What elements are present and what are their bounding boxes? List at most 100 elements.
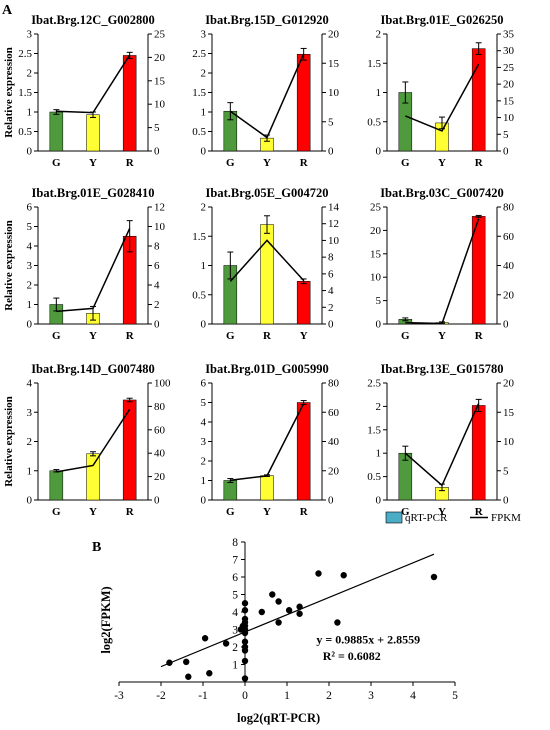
y-tick-label: 6 [27, 202, 33, 214]
y-tick-label: 3 [27, 260, 33, 272]
trend-line [160, 553, 435, 668]
y2-tick-label: 5 [328, 116, 334, 128]
bar-chart-3: Ibat.Brg.01E_G02625000.511.5205101520253… [367, 13, 514, 169]
y2-tick-label: 30 [503, 45, 515, 57]
fpkm-line [56, 228, 131, 313]
bar-chart-5: Ibat.Brg.05E_G004720 0 0.5 1 1.5 2 0 2 4 6 8 10 12 14… [192, 186, 339, 342]
scatter-point [340, 572, 347, 579]
y-tick-label: 2.5 [192, 48, 206, 60]
y2-tick-label: 5 [503, 465, 509, 477]
y2-tick-label: 4 [154, 280, 160, 292]
y-tick-label: 2 [27, 436, 33, 448]
y-tick-label: 1 [27, 107, 33, 119]
y2-tick-label: 20 [328, 465, 340, 477]
y2-tick-label: 80 [154, 401, 166, 413]
fpkm-line [56, 408, 131, 473]
y-tick-label: 2 [201, 68, 207, 80]
y-tick-label: 10 [370, 272, 382, 284]
category-label: R [475, 157, 484, 169]
scatter-y-tick-label: 3 [232, 625, 238, 637]
bar-chart-7: Ibat.Brg.14D_G00748001234020406080100Rel… [3, 362, 171, 518]
y-tick-label: 25 [370, 202, 382, 214]
bar-chart-2: Ibat.Brg.15D_G012920 0 0.5 1 1.5 2 2.5 3 0 5 10 15 2… [192, 13, 339, 169]
y-tick-label: 0 [201, 146, 207, 158]
y2-tick-label: 40 [154, 448, 166, 460]
scatter-panel: -3 -2 -1 0 1 2 3 4 5 1 2 3 4 5 6 7 8 log2(qRT-PCR) log2(FP… [99, 537, 458, 725]
scatter-x-label: log2(qRT-PCR) [237, 711, 320, 725]
legend-qrt-label: qRT-PCR [405, 512, 448, 524]
y-tick-label: 4 [27, 241, 33, 253]
category-label: G [52, 330, 61, 342]
panel-a-label: A [2, 3, 13, 18]
y-tick-label: 4 [27, 378, 33, 390]
scatter-point [258, 608, 265, 616]
y2-tick-label: 6 [328, 268, 334, 280]
y2-tick-label: 6 [154, 260, 160, 272]
legend-qrt-swatch [385, 511, 403, 524]
y-tick-label: 1.5 [367, 58, 381, 70]
scatter-point [269, 591, 276, 598]
scatter-point [241, 600, 249, 607]
y-tick-label: 0 [27, 495, 33, 507]
scatter-y-tick-label: 4 [232, 607, 238, 619]
chart-title: Ibat.Brg.13E_G015780 [381, 362, 504, 376]
fpkm-line [229, 53, 305, 139]
category-label: Y [89, 157, 97, 169]
bar [223, 480, 238, 501]
scatter-point [430, 573, 438, 581]
y2-tick-label: 20 [503, 289, 515, 301]
y-tick-label: 5 [201, 397, 207, 409]
y-tick-label: 3 [201, 29, 207, 41]
bar [260, 475, 274, 501]
y2-tick-label: 60 [328, 407, 340, 419]
y2-tick-label: 35 [503, 29, 515, 41]
y2-tick-label: 14 [328, 202, 340, 214]
bar [471, 405, 486, 501]
scatter-point [315, 570, 322, 577]
y2-tick-label: 60 [503, 231, 515, 243]
category-label: G [226, 506, 235, 518]
y2-tick-label: 20 [154, 52, 166, 64]
y-tick-label: 2 [27, 68, 33, 80]
bar-chart-4: Ibat.Brg.01E_G0284100123456024681012Rela… [3, 186, 166, 342]
scatter-x-tick-label: 4 [410, 690, 416, 702]
y-tick-label: 0.5 [367, 471, 381, 483]
y2-tick-label: 25 [154, 29, 166, 41]
y-tick-label: 3 [27, 29, 33, 41]
y2-tick-label: 60 [154, 424, 166, 436]
scatter-point [241, 643, 249, 651]
y2-tick-label: 2 [328, 302, 334, 314]
fpkm-line [405, 63, 480, 132]
category-label: G [401, 157, 410, 169]
scatter-point [275, 598, 282, 605]
y-tick-label: 3 [27, 407, 33, 419]
legend-fpkm-label: FPKM [491, 512, 521, 524]
y-tick-label: 0.5 [192, 126, 206, 138]
y-axis-label: Relative expression [3, 47, 15, 138]
y2-tick-label: 40 [503, 260, 515, 272]
fpkm-line [405, 218, 480, 325]
y2-tick-label: 12 [328, 218, 339, 230]
y-tick-label: 1.5 [367, 424, 381, 436]
scatter-y-tick-label: 2 [232, 642, 238, 654]
category-label: G [52, 157, 61, 169]
y-tick-label: 0 [27, 146, 33, 158]
y-tick-label: 2 [201, 456, 207, 468]
scatter-x-tick-label: 1 [284, 690, 290, 702]
y2-tick-label: 25 [503, 62, 515, 74]
scatter-point [206, 670, 213, 677]
fpkm-line [56, 54, 131, 114]
y2-tick-label: 12 [154, 202, 165, 214]
category-label: R [126, 506, 135, 518]
y-tick-label: 0 [201, 319, 207, 331]
y2-tick-label: 100 [154, 378, 171, 390]
scatter-point [201, 635, 209, 642]
scatter-y-label: log2(FPKM) [99, 586, 113, 653]
y-tick-label: 2 [376, 29, 382, 41]
scatter-point [334, 619, 341, 626]
category-label: G [52, 506, 61, 518]
bar-panels: Ibat.Brg.12C_G00280000.511.522.530510152… [3, 13, 515, 518]
fpkm-line [229, 239, 305, 282]
category-label: Y [89, 330, 97, 342]
fit-r-squared: R² = 0.6082 [323, 649, 381, 663]
